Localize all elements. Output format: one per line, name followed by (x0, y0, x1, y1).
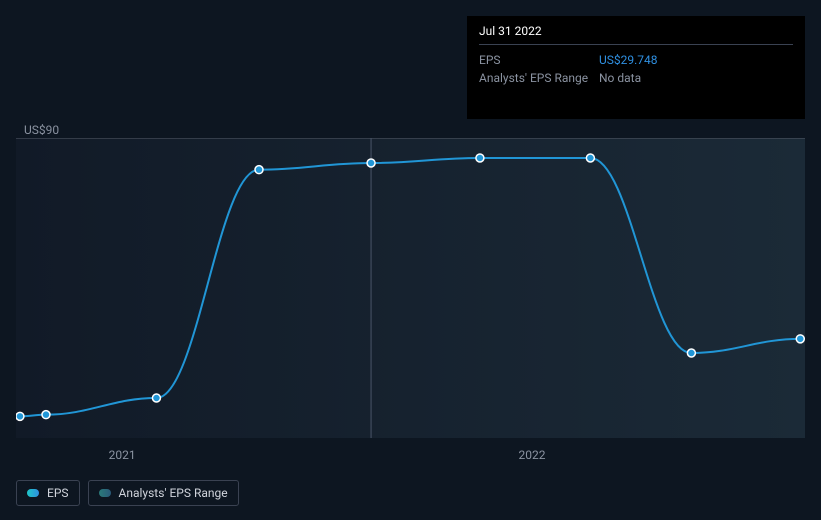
plot-area[interactable] (16, 138, 805, 438)
chart-container: Jul 31 2022 EPS US$29.748 Analysts' EPS … (0, 0, 821, 520)
eps-marker[interactable] (255, 166, 263, 174)
tooltip-row-eps: EPS US$29.748 (479, 51, 793, 69)
chart-tooltip: Jul 31 2022 EPS US$29.748 Analysts' EPS … (467, 16, 805, 119)
eps-marker[interactable] (476, 154, 484, 162)
legend-swatch-icon (99, 489, 111, 497)
chart-svg (16, 138, 805, 438)
x-tick-2022: 2022 (519, 448, 546, 462)
legend-label: EPS (47, 486, 69, 500)
eps-marker[interactable] (152, 394, 160, 402)
legend-item-eps[interactable]: EPS (16, 480, 80, 506)
plot-background (16, 138, 805, 438)
tooltip-value: US$29.748 (599, 51, 658, 69)
legend: EPS Analysts' EPS Range (16, 480, 239, 506)
eps-marker[interactable] (796, 335, 804, 343)
legend-item-range[interactable]: Analysts' EPS Range (88, 480, 239, 506)
eps-marker[interactable] (16, 412, 24, 420)
legend-swatch-icon (27, 489, 39, 497)
y-axis-label-max: US$90 (24, 123, 59, 137)
eps-marker[interactable] (367, 159, 375, 167)
tooltip-value: No data (599, 69, 641, 87)
eps-marker[interactable] (687, 349, 695, 357)
x-axis-ticks: 2021 2022 (16, 448, 805, 464)
eps-marker[interactable] (586, 154, 594, 162)
tooltip-date: Jul 31 2022 (479, 24, 793, 45)
legend-label: Analysts' EPS Range (119, 486, 228, 500)
x-tick-2021: 2021 (109, 448, 136, 462)
tooltip-label: EPS (479, 51, 599, 69)
eps-marker[interactable] (42, 411, 50, 419)
tooltip-label: Analysts' EPS Range (479, 69, 599, 87)
tooltip-row-range: Analysts' EPS Range No data (479, 69, 793, 87)
